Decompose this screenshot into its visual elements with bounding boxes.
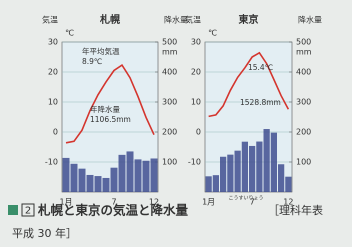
bar bbox=[111, 168, 118, 192]
bar bbox=[220, 157, 226, 192]
y2-tick-label: 400 bbox=[296, 68, 311, 77]
chart-title: 札幌 bbox=[99, 13, 120, 26]
y-tick-label: 30 bbox=[48, 38, 58, 47]
y-axis-label: 気温 bbox=[42, 15, 58, 25]
y2-axis-label: 降水量 bbox=[298, 15, 322, 25]
caption-ruby: こうすいりょう bbox=[228, 196, 263, 202]
bar bbox=[206, 176, 212, 192]
x-tick-label: 12 bbox=[149, 198, 159, 207]
bar bbox=[235, 151, 241, 192]
chart-title: 東京 bbox=[239, 13, 259, 26]
y2-tick-label: 100 bbox=[162, 158, 177, 167]
bar bbox=[87, 175, 94, 192]
y2-tick-label: 500 bbox=[162, 38, 177, 47]
annotation: 年降水量 bbox=[90, 104, 120, 114]
y-tick-label: 20 bbox=[48, 68, 58, 77]
y2-tick-label: 200 bbox=[162, 128, 177, 137]
bar bbox=[285, 177, 291, 192]
y-tick-label: 0 bbox=[53, 128, 58, 137]
bar bbox=[71, 164, 78, 192]
bar bbox=[249, 146, 255, 192]
bar bbox=[95, 176, 102, 192]
y-tick-label: 30 bbox=[191, 38, 201, 47]
y2-axis-unit: mm bbox=[296, 48, 312, 57]
bar bbox=[127, 151, 134, 192]
x-tick-label: 7 bbox=[111, 198, 116, 207]
bar bbox=[227, 155, 233, 192]
annotation: 8.9℃ bbox=[82, 57, 102, 66]
caption-source: ［理科年表 bbox=[268, 203, 323, 217]
y2-tick-label: 100 bbox=[296, 158, 311, 167]
x-tick-label: 1月 bbox=[59, 198, 72, 207]
y-tick-label: 10 bbox=[191, 98, 201, 107]
bar bbox=[264, 129, 270, 192]
y2-tick-label: 300 bbox=[162, 98, 177, 107]
bar bbox=[63, 158, 70, 192]
annotation: 1528.8mm bbox=[240, 98, 281, 107]
annotation: 15.4℃ bbox=[248, 63, 273, 72]
bar bbox=[242, 142, 248, 192]
bar bbox=[135, 159, 142, 192]
bar bbox=[213, 175, 219, 192]
y-tick-label: -10 bbox=[45, 158, 58, 167]
bar bbox=[278, 164, 284, 192]
bar bbox=[151, 158, 158, 192]
bar bbox=[256, 142, 262, 192]
y2-axis-unit: mm bbox=[162, 48, 178, 57]
annotation: 年平均気温 bbox=[82, 46, 120, 56]
y2-tick-label: 400 bbox=[162, 68, 177, 77]
y-axis-label: 気温 bbox=[185, 15, 201, 25]
y-axis-unit: ℃ bbox=[208, 29, 217, 38]
bar bbox=[79, 169, 86, 192]
y-tick-label: 0 bbox=[196, 128, 201, 137]
bar bbox=[271, 133, 277, 192]
bar bbox=[143, 161, 150, 192]
annotation: 1106.5mm bbox=[90, 115, 131, 124]
bar bbox=[103, 178, 110, 192]
caption-source-2: 平成 30 年］ bbox=[12, 226, 77, 240]
y-tick-label: 20 bbox=[191, 68, 201, 77]
bar bbox=[119, 155, 126, 192]
x-tick-label: 7 bbox=[250, 198, 255, 207]
x-tick-label: 1月 bbox=[202, 198, 215, 207]
figure-icon bbox=[8, 205, 18, 215]
y2-tick-label: 500 bbox=[296, 38, 311, 47]
y-tick-label: -10 bbox=[188, 158, 201, 167]
y-axis-unit: ℃ bbox=[65, 29, 74, 38]
y-tick-label: 10 bbox=[48, 98, 58, 107]
x-tick-label: 12 bbox=[283, 198, 293, 207]
y2-tick-label: 200 bbox=[296, 128, 311, 137]
caption-number: 2 bbox=[25, 206, 31, 217]
page: 2 札幌と東京の気温と降水量 こうすいりょう ［理科年表 平成 30 年］ 札幌… bbox=[0, 0, 352, 247]
y2-tick-label: 300 bbox=[296, 98, 311, 107]
